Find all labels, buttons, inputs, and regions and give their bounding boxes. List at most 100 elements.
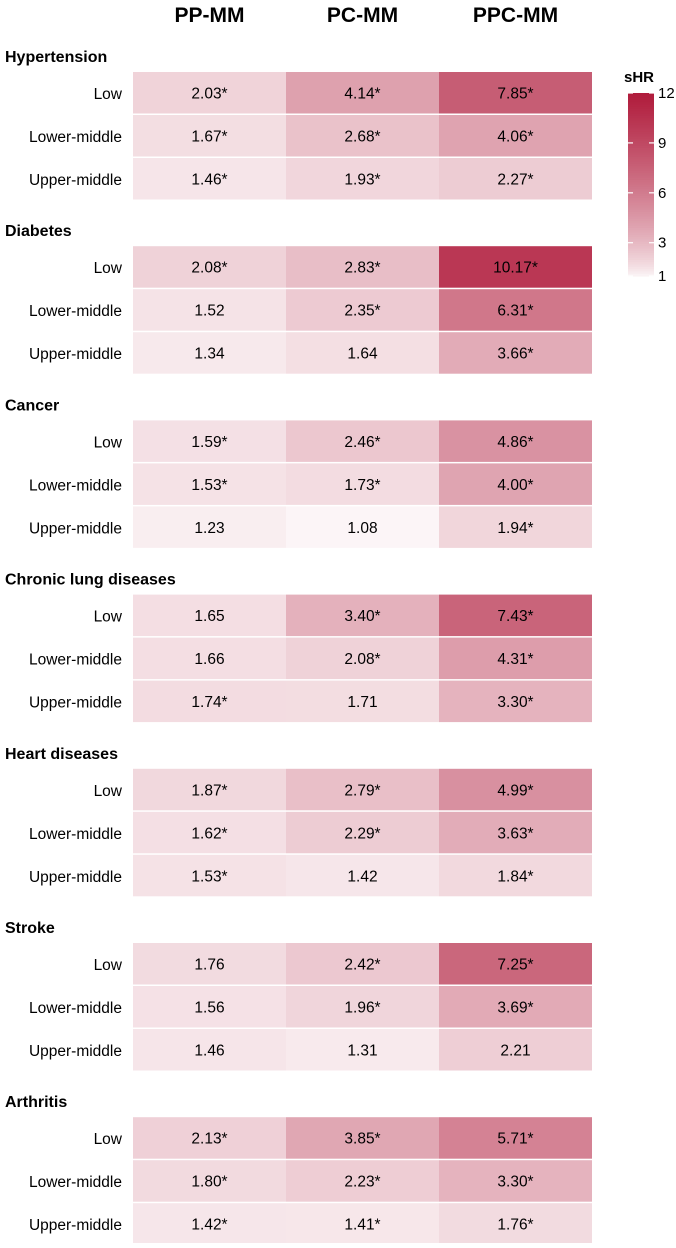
cell-value-label: 2.42* <box>344 957 380 974</box>
cell-value-label: 1.87* <box>191 782 227 799</box>
cell-value-label: 1.62* <box>191 825 227 842</box>
legend-gradient-segment <box>628 232 654 236</box>
cell-value-label: 2.83* <box>344 260 380 277</box>
heatmap-cell <box>439 463 592 505</box>
heatmap-cell <box>286 506 439 548</box>
heatmap-cell <box>439 72 592 114</box>
heatmap-cell <box>133 463 286 505</box>
cell-value-label: 1.53* <box>191 477 227 494</box>
legend-gradient-segment <box>628 227 654 231</box>
heatmap-cell <box>286 854 439 897</box>
heatmap-cell <box>286 463 439 505</box>
legend-gradient-segment <box>628 262 654 266</box>
legend-gradient-segment <box>628 218 654 222</box>
row-label: Lower-middle <box>29 652 122 669</box>
cell-value-label: 1.34 <box>194 346 225 363</box>
panel: Heart diseases Low 1.87* 2.79* 4.99* Lower-mi… <box>5 746 592 897</box>
cell-value-label: 1.53* <box>191 868 227 885</box>
cell-value-label: 3.85* <box>344 1131 380 1148</box>
heatmap-cell <box>439 986 592 1028</box>
cell-value-label: 4.00* <box>497 477 533 494</box>
heatmap-cell <box>439 943 592 985</box>
heatmap-cell <box>286 246 439 288</box>
cell-value-label: 1.96* <box>344 1000 380 1017</box>
cell-value-label: 1.94* <box>497 520 533 537</box>
legend-gradient-segment <box>628 221 654 224</box>
heatmap-cell <box>133 637 286 680</box>
legend-gradient-segment <box>628 253 654 257</box>
legend-gradient-segment <box>628 216 654 220</box>
row-label: Lower-middle <box>29 477 122 494</box>
heatmap-cell <box>133 1160 286 1202</box>
heatmap-cell <box>133 289 286 331</box>
row-label: Upper-middle <box>29 520 122 537</box>
heatmap-cell <box>286 289 439 331</box>
heatmap-cell <box>439 811 592 854</box>
cell-value-label: 2.21 <box>500 1043 530 1060</box>
panel: Stroke Low 1.76 2.42* 7.25* Lower-middle 1.56 1… <box>5 920 592 1071</box>
cell-value-label: 4.14* <box>344 86 380 103</box>
legend-gradient-segment <box>628 205 654 208</box>
legend-gradient-segment <box>628 168 654 172</box>
legend-gradient-segment <box>628 93 654 96</box>
heatmap-cell <box>133 1203 286 1245</box>
legend-gradient-segment <box>628 145 654 149</box>
panel: Diabetes Low 2.08* 2.83* 10.17* Lower-middle 1… <box>5 223 592 374</box>
legend-gradient-segment <box>628 147 654 151</box>
heatmap-cell <box>133 158 286 200</box>
legend-gradient-segment <box>628 241 654 245</box>
cell-value-label: 1.08 <box>347 520 377 537</box>
heatmap-cell <box>286 986 439 1028</box>
legend-gradient-segment <box>628 200 654 204</box>
heatmap-cell <box>133 594 286 637</box>
row-label: Lower-middle <box>29 1174 122 1191</box>
panel: Chronic lung diseases Low 1.65 3.40* 7.43* Lo… <box>5 572 592 723</box>
cell-value-label: 6.31* <box>497 303 533 320</box>
cell-value-label: 1.64 <box>347 346 378 363</box>
legend-gradient-segment <box>628 198 654 202</box>
legend-gradient-segment <box>628 175 654 179</box>
legend-gradient-segment <box>628 193 654 197</box>
legend-gradient-segment <box>628 166 654 170</box>
legend-gradient-segment <box>628 273 654 277</box>
heatmap-cell <box>133 420 286 462</box>
legend-gradient-segment <box>628 246 654 250</box>
legend-gradient-segment <box>628 269 654 273</box>
heatmap-cell <box>286 420 439 462</box>
legend-tick-label: 12 <box>658 85 675 102</box>
legend-gradient-segment <box>628 154 654 158</box>
heatmap-cell <box>286 680 439 723</box>
heatmap-cell <box>133 115 286 157</box>
cell-value-label: 2.08* <box>344 651 380 668</box>
heatmap-cell <box>439 1203 592 1245</box>
cell-value-label: 2.29* <box>344 825 380 842</box>
row-label: Upper-middle <box>29 869 122 886</box>
color-legend: sHR 1 3 6 9 12 <box>624 69 675 285</box>
heatmap-cell <box>286 158 439 200</box>
heatmap-cell <box>286 332 439 374</box>
cell-value-label: 1.71 <box>347 694 377 711</box>
heatmap-cell <box>439 332 592 374</box>
legend-gradient-segment <box>628 209 654 213</box>
legend-gradient-segment <box>628 127 654 131</box>
cell-value-label: 1.59* <box>191 434 227 451</box>
legend-gradient-segment <box>628 202 654 206</box>
heatmap-cell <box>286 811 439 854</box>
legend-gradient-segment <box>628 102 654 106</box>
cell-value-label: 1.65 <box>194 608 224 625</box>
cell-value-label: 1.84* <box>497 868 533 885</box>
cell-value-label: 2.13* <box>191 1131 227 1148</box>
legend-gradient-segment <box>628 248 654 252</box>
heatmap-cell <box>439 680 592 723</box>
legend-gradient-segment <box>628 237 654 240</box>
cell-value-label: 2.46* <box>344 434 380 451</box>
heatmap-cell <box>286 768 439 811</box>
legend-gradient-segment <box>628 134 654 138</box>
legend-gradient-segment <box>628 234 654 238</box>
heatmap-cell <box>286 943 439 985</box>
cell-value-label: 2.03* <box>191 86 227 103</box>
heatmap-cell <box>133 1029 286 1071</box>
panel-title: Cancer <box>5 397 59 414</box>
legend-gradient-segment <box>628 177 654 181</box>
cell-value-label: 1.42 <box>347 868 377 885</box>
